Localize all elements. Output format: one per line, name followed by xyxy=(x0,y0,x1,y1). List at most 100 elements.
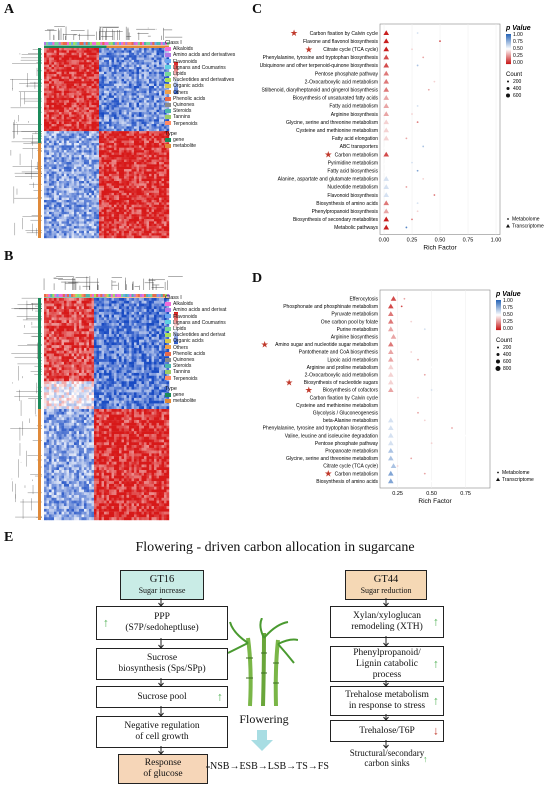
count-tick: 600 xyxy=(503,359,512,365)
metabolome-point xyxy=(400,305,403,308)
color-scale xyxy=(174,312,178,345)
pvalue-gradient xyxy=(496,313,501,315)
pvalue-gradient xyxy=(496,322,501,324)
pvalue-gradient xyxy=(496,314,501,316)
shape-legend-label: Transcriptome xyxy=(502,477,534,483)
legend-swatch xyxy=(165,108,171,113)
transcriptome-point xyxy=(388,432,394,438)
metabolome-point xyxy=(417,396,419,399)
legend-title: Class I xyxy=(165,40,182,46)
column-dendrogram xyxy=(43,276,183,290)
pvalue-gradient xyxy=(506,51,511,53)
panel-letter-e: E xyxy=(4,530,14,545)
panel-letter-a: A xyxy=(4,2,15,17)
legend-swatch xyxy=(165,301,171,306)
x-tick-label: 0.75 xyxy=(460,491,471,497)
row-dendrogram xyxy=(10,298,42,519)
star-icon: ★ xyxy=(261,339,269,349)
heatmap-cells xyxy=(44,298,170,521)
pvalue-gradient xyxy=(506,49,511,51)
metabolome-point xyxy=(439,40,441,43)
metabolome-point xyxy=(430,480,433,483)
pvalue-gradient xyxy=(506,39,511,41)
shape-legend-label: Metabolome xyxy=(502,470,530,476)
pathway-label: Biosynthesis of nucleotide sugars xyxy=(304,380,379,386)
metabolome-point xyxy=(417,313,419,315)
legend-label: Tannins xyxy=(173,114,191,121)
x-tick-label: 0.50 xyxy=(426,491,437,497)
metabolome-point xyxy=(422,96,425,99)
down-arrow-icon xyxy=(251,730,273,751)
count-size-dot xyxy=(506,87,510,90)
pathway-label: Biosynthesis of amino acids xyxy=(316,479,378,485)
right-box-label: Trehalose metabolism in response to stre… xyxy=(345,690,429,711)
transcriptome-point xyxy=(388,318,394,324)
legend-label: Quinones xyxy=(173,357,195,364)
pvalue-gradient xyxy=(506,58,511,60)
pathway-label: Cysteine and methionine metabolism xyxy=(296,128,378,134)
transcriptome-point xyxy=(383,127,390,133)
column-dendrogram xyxy=(44,26,183,40)
pvalue-gradient xyxy=(496,312,501,314)
legend-label: Phenolic acids xyxy=(173,95,206,102)
legend-swatch xyxy=(165,71,171,76)
pathway-label: Glycine, serine and threonine metabolism xyxy=(286,456,378,462)
pathway-label: Ubiquinone and other terpenoid-quinone b… xyxy=(260,63,379,69)
pathway-label: Arginine biosynthesis xyxy=(331,335,379,341)
pathway-label: Phenylalanine, tyrosine and tryptophan b… xyxy=(263,426,379,432)
heatmap-b-legend: Class I Alkaloids Amino acids and derivat… xyxy=(165,295,226,404)
legend-label: Amino acids and derivat xyxy=(173,307,227,314)
pvalue-gradient xyxy=(496,316,501,318)
pvalue-gradient xyxy=(496,319,501,321)
legend-swatch xyxy=(165,77,171,82)
pvalue-gradient xyxy=(496,318,501,320)
transcriptome-point xyxy=(388,478,394,484)
transcriptome-point xyxy=(383,192,390,198)
pvalue-gradient xyxy=(496,326,501,328)
metabolome-point xyxy=(423,373,426,376)
heatmap-a-canvas xyxy=(10,26,183,239)
x-tick-label: 0.75 xyxy=(463,238,474,244)
transcriptome-point xyxy=(388,349,394,354)
pathway-label: Pentose phosphate pathway xyxy=(315,71,379,77)
legend-swatch xyxy=(165,326,171,331)
response-of-glucose-box: Response of glucose xyxy=(118,754,208,784)
legend-class-item: Organic acids xyxy=(165,83,235,89)
legend-type-item: metabolite xyxy=(165,143,235,149)
legend-label: Steroids xyxy=(173,108,192,115)
pathway-label: Efferocytosis xyxy=(349,297,378,303)
pathway-label: Stilbenoid, diarylheptanoid and gingerol… xyxy=(262,87,379,93)
transcriptome-point xyxy=(383,30,390,36)
row-type-bar xyxy=(38,48,41,238)
legend-label: Lignans and Coumarins xyxy=(173,64,226,71)
star-icon: ★ xyxy=(305,385,313,395)
legend-class-item: Others xyxy=(165,345,226,351)
type-legend-title: Type xyxy=(165,385,177,392)
legend-label: Nucleotides and derivatives xyxy=(173,77,235,84)
legend-label: Others xyxy=(173,344,189,351)
star-icon: ★ xyxy=(285,377,293,387)
x-tick-label: 1.00 xyxy=(491,238,502,244)
legend-swatch xyxy=(165,376,171,381)
pathway-label: Arginine biosynthesis xyxy=(331,112,379,118)
pvalue-gradient xyxy=(506,38,511,40)
connector-icon xyxy=(206,766,210,768)
pvalue-gradient xyxy=(506,54,511,56)
transcriptome-point xyxy=(383,216,390,222)
pvalue-gradient xyxy=(506,35,511,37)
pvalue-gradient xyxy=(496,306,501,308)
x-tick-label: 0.00 xyxy=(379,238,390,244)
legend-class-item: Amino acids and derivat xyxy=(165,307,226,313)
transcriptome-point xyxy=(390,463,397,468)
gt44-sub: Sugar reduction xyxy=(360,586,412,595)
transcriptome-point xyxy=(383,135,390,141)
metabolome-point xyxy=(410,320,413,323)
pvalue-legend-title: p Value xyxy=(505,25,531,32)
transcriptome-point xyxy=(383,95,390,100)
transcriptome-point xyxy=(383,54,390,60)
legend-label: Lipids xyxy=(173,326,187,333)
type-legend-title: Type xyxy=(165,130,177,137)
pathway-label: Flavone and flavonol biosynthesis xyxy=(303,39,379,45)
pathway-label: Biosynthesis of cofactors xyxy=(323,388,379,394)
